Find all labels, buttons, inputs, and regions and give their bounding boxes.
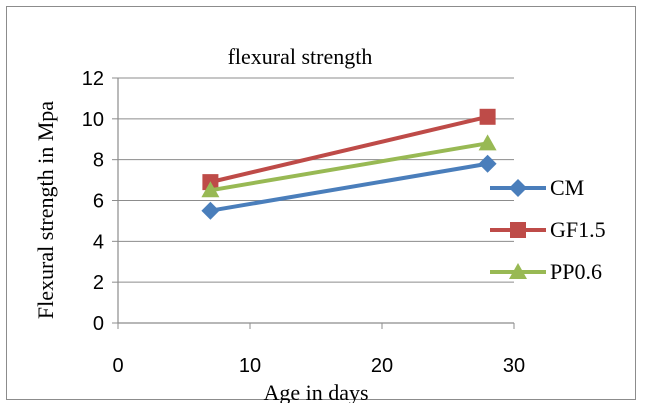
data-point-gf1-5-28 [479,108,496,125]
data-point-cm-7 [201,201,220,220]
series-line-gf1-5 [209,114,489,185]
legend-item-cm: CM [490,175,584,200]
data-point-cm-28 [478,154,497,173]
x-tick-label-0: 0 [112,355,123,377]
y-tick-label-2: 2 [93,272,104,294]
chart-title: flexural strength [228,44,373,69]
legend-label-pp0-6: PP0.6 [550,259,602,284]
legend-label-gf1-5: GF1.5 [550,217,606,242]
legend-marker-pp0-6 [509,263,527,279]
y-tick-label-12: 12 [82,68,104,90]
y-tick-label-0: 0 [93,313,104,335]
y-tick-label-8: 8 [93,150,104,172]
x-axis-title: Age in days [263,380,368,403]
gridlines [118,77,514,283]
data-point-pp0-6-7 [201,181,220,198]
y-axis-title: Flexural strength in Mpa [33,101,58,319]
x-tick-label-10: 10 [239,355,261,377]
x-tick-label-30: 30 [503,355,525,377]
y-tick-label-6: 6 [93,191,104,213]
legend-marker-cm [509,179,527,197]
y-tick-label-10: 10 [82,109,104,131]
axes [112,77,515,329]
y-tick-label-4: 4 [93,231,104,253]
series-line-pp0-6 [210,141,488,193]
data-series [201,108,497,220]
legend-label-cm: CM [550,175,584,200]
legend-item-pp0-6: PP0.6 [490,259,602,284]
legend: CM GF1.5 PP0.6 [490,175,606,284]
series-line-cm [210,161,488,213]
y-tick-labels: 0 2 4 6 8 10 12 [82,68,104,335]
series-cm [201,154,497,220]
chart-frame [6,6,636,400]
x-tick-labels: 0 10 20 30 [112,355,525,377]
x-tick-label-20: 20 [371,355,393,377]
legend-marker-gf1-5 [510,222,526,238]
series-gf1-5 [202,108,496,191]
series-pp0-6 [201,134,497,198]
data-point-pp0-6-28 [478,134,497,151]
legend-item-gf1-5: GF1.5 [490,217,606,242]
